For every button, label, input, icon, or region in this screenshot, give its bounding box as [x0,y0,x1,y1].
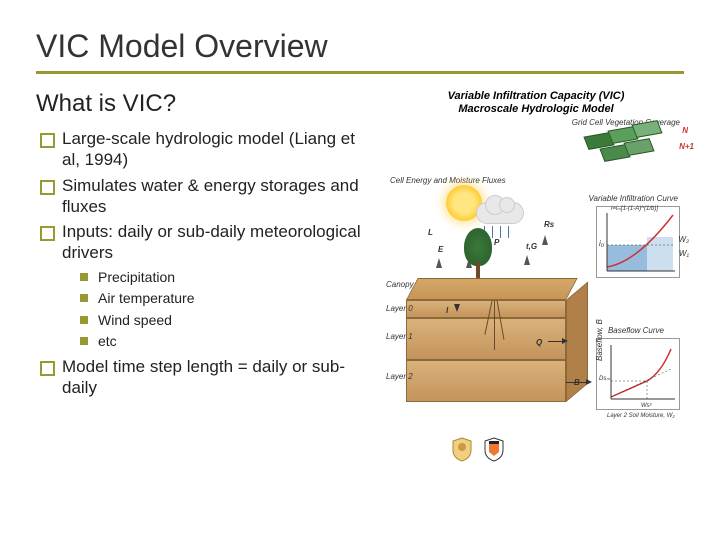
sym-i0: i₀ [599,239,604,248]
tree-icon [464,228,492,266]
infil-arrow [454,304,460,312]
b-arrow-line [566,382,586,383]
sub-bullet-item: Precipitation [78,268,376,288]
label-layer2: Layer 2 [386,372,413,381]
sym-p: P [494,238,499,247]
sub-bullet-text: Wind speed [98,312,172,328]
sym-rs: Rs [544,220,554,229]
sub-bullet-item: Wind speed [78,311,376,331]
sym-ia: i=iₘ[1-(1-A)^(1/b)] [611,205,658,212]
q-arrow-line [548,341,562,342]
sym-ws: Wsᶜ [641,403,652,409]
veg-tile [623,138,654,156]
label-canopy: Canopy [386,280,414,289]
b-arrow-head [586,379,592,385]
subtitle: What is VIC? [36,90,376,118]
sub-bullet-text: Air temperature [98,290,194,306]
sym-q: Q [536,338,542,347]
right-column: Variable Infiltration Capacity (VIC) Mac… [386,90,686,470]
sub-bullet-item: etc [78,332,376,352]
soil-column: I Q B [406,278,566,408]
label-n1: N+1 [679,142,694,151]
soil-surface [406,278,578,300]
label-infil-curve: Variable Infiltration Curve [588,194,678,203]
soil-layer-0 [406,300,566,318]
bullet-text: Inputs: daily or sub-daily meteorologica… [62,222,361,262]
label-baseflow-curve: Baseflow Curve [608,326,664,335]
sub-bullet-text: Precipitation [98,269,175,285]
infiltration-curve: i₀ i=iₘ[1-(1-A)^(1/b)] W₁ W₂ [596,206,680,278]
vic-diagram: Variable Infiltration Capacity (VIC) Mac… [386,90,686,470]
sym-i: I [446,306,448,315]
grid-cell-vegetation: N N+1 [586,124,676,169]
sym-l: L [428,228,433,237]
rain-line [508,226,509,238]
veg-tile [631,120,662,138]
infil-svg [597,207,681,279]
label-fluxes: Cell Energy and Moisture Fluxes [390,176,506,185]
slide-container: VIC Model Overview What is VIC? Large-sc… [0,0,720,540]
soil-layer-2 [406,360,566,402]
left-column: What is VIC? Large-scale hydrologic mode… [36,90,376,470]
flux-arrow [436,258,442,268]
label-n: N [682,126,688,135]
bullet-item: Model time step length = daily or sub-da… [36,356,376,399]
rain-line [500,226,501,238]
sym-e: E [438,245,443,254]
sym-w2: W₂ [678,235,689,244]
bullet-text: Simulates water & energy storages and fl… [62,176,359,216]
sym-w1: W₁ [679,249,689,258]
tree-crown [464,228,492,266]
ylabel-baseflow: Baseflow, B [595,319,604,361]
root-line [494,300,495,350]
slide-title: VIC Model Overview [36,28,684,74]
logo-shield-1 [451,436,473,462]
cloud-icon [476,202,524,224]
q-arrow-head [562,338,568,344]
main-bullet-list: Large-scale hydrologic model (Liang et a… [36,128,376,398]
flux-arrow [524,255,530,265]
sub-bullet-item: Air temperature [78,289,376,309]
label-layer0: Layer 0 [386,304,413,313]
sub-bullet-list: Precipitation Air temperature Wind speed… [78,268,376,352]
bullet-text: Model time step length = daily or sub-da… [62,357,345,397]
diagram-title: Variable Infiltration Capacity (VIC) Mac… [386,90,686,116]
logo-shield-2 [483,436,505,462]
rain-line [492,226,493,238]
institution-logos [451,436,505,462]
bullet-item: Simulates water & energy storages and fl… [36,175,376,218]
label-layer1: Layer 1 [386,332,413,341]
xlabel-moisture: Layer 2 Soil Moisture, W₂ [607,413,675,419]
bullet-item: Inputs: daily or sub-daily meteorologica… [36,221,376,352]
sym-ds: Dsₘ [599,375,610,382]
bullet-text: Large-scale hydrologic model (Liang et a… [62,129,355,169]
diagram-title-line2: Macroscale Hydrologic Model [458,103,613,115]
diagram-title-line1: Variable Infiltration Capacity (VIC) [448,90,625,102]
sub-bullet-text: etc [98,333,117,349]
flux-arrow [542,235,548,245]
bullet-item: Large-scale hydrologic model (Liang et a… [36,128,376,171]
content-row: What is VIC? Large-scale hydrologic mode… [36,90,684,470]
baseflow-curve: Baseflow, B Layer 2 Soil Moisture, W₂ Ds… [596,338,680,410]
sym-tg: t,G [526,242,537,251]
